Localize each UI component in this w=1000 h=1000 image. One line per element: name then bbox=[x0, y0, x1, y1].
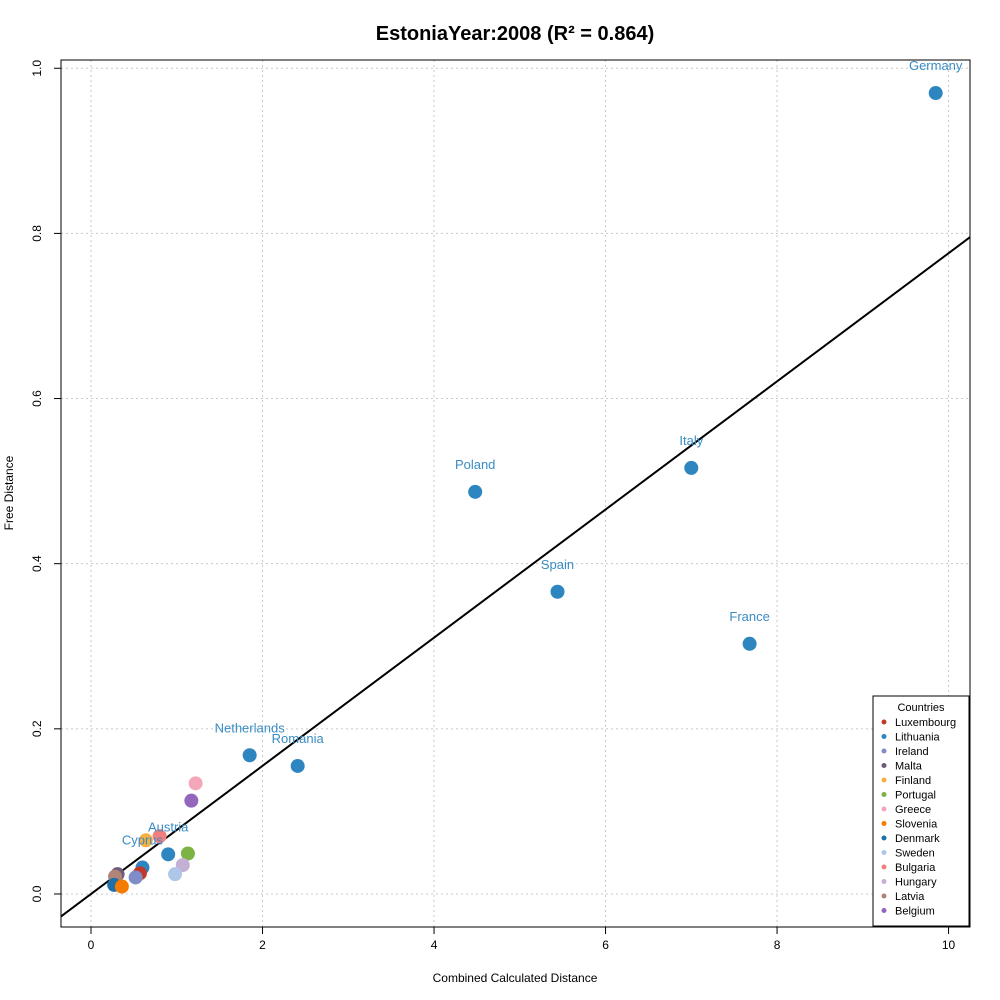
x-axis-label: Combined Calculated Distance bbox=[433, 971, 598, 985]
point-label: Netherlands bbox=[215, 720, 286, 735]
legend-marker bbox=[881, 879, 887, 884]
legend-marker bbox=[881, 864, 887, 870]
legend-marker bbox=[881, 893, 887, 899]
data-point bbox=[152, 829, 167, 844]
y-tick-label: 0.0 bbox=[30, 885, 44, 902]
data-points bbox=[107, 86, 943, 894]
point-label: Austria bbox=[148, 819, 189, 834]
legend-box bbox=[872, 695, 970, 927]
point-label: Spain bbox=[541, 557, 574, 572]
data-point bbox=[928, 86, 943, 101]
data-point bbox=[742, 636, 757, 651]
plot-frame bbox=[60, 59, 971, 928]
data-point bbox=[550, 584, 565, 599]
legend-entry-label: Malta bbox=[895, 761, 923, 773]
data-point bbox=[468, 484, 483, 499]
point-label: Poland bbox=[455, 457, 495, 472]
y-tick-label: 1.0 bbox=[30, 60, 44, 77]
y-tick-label: 0.8 bbox=[30, 225, 44, 242]
data-point bbox=[138, 833, 153, 848]
legend-entry-label: Finland bbox=[895, 775, 931, 787]
x-tick-label: 6 bbox=[602, 938, 609, 952]
y-tick-label: 0.4 bbox=[30, 555, 44, 572]
regression-line-group bbox=[60, 236, 971, 918]
legend-title: Countries bbox=[897, 702, 945, 714]
legend-entry-label: Latvia bbox=[895, 891, 925, 903]
point-label: France bbox=[729, 609, 769, 624]
point-labels: Germany Italy Poland Spain France Netherlands… bbox=[122, 58, 963, 848]
x-tick-label: 8 bbox=[774, 938, 781, 952]
y-axis-label: Free Distance bbox=[2, 455, 16, 530]
legend-entry-label: Greece bbox=[895, 804, 931, 816]
legend-entry-label: Denmark bbox=[895, 833, 940, 845]
legend-marker bbox=[881, 806, 887, 812]
data-point bbox=[242, 748, 257, 763]
legend-entries: Luxembourg Lithuania Ireland Malta Finland Po… bbox=[881, 717, 956, 918]
legend-entry-label: Belgium bbox=[895, 906, 935, 918]
point-label: Germany bbox=[909, 58, 963, 73]
x-tick-label: 4 bbox=[431, 938, 438, 952]
legend-marker bbox=[881, 748, 887, 754]
y-tick-label: 0.6 bbox=[30, 390, 44, 407]
point-label: Romania bbox=[272, 731, 325, 746]
legend-entry-label: Bulgaria bbox=[895, 862, 936, 874]
legend-marker bbox=[881, 719, 887, 725]
data-point bbox=[168, 867, 183, 882]
legend-marker bbox=[881, 821, 887, 826]
legend-entry-label: Luxembourg bbox=[895, 717, 956, 729]
legend-marker bbox=[881, 734, 887, 739]
legend-marker bbox=[881, 850, 887, 855]
data-point bbox=[161, 847, 176, 862]
data-point bbox=[114, 879, 129, 894]
legend-marker bbox=[881, 835, 887, 841]
y-tick-label: 0.2 bbox=[30, 720, 44, 737]
x-tick-label: 0 bbox=[88, 938, 95, 952]
legend-entry-label: Lithuania bbox=[895, 732, 941, 744]
legend-marker bbox=[881, 763, 887, 768]
legend-entry-label: Ireland bbox=[895, 746, 929, 758]
legend-marker bbox=[881, 792, 887, 797]
legend-marker bbox=[881, 908, 887, 913]
x-tick-label: 10 bbox=[942, 938, 956, 952]
data-point bbox=[684, 460, 699, 475]
legend: Countries Luxembourg Lithuania Ireland Malt… bbox=[872, 695, 970, 927]
data-point bbox=[128, 870, 143, 885]
x-tick-label: 2 bbox=[259, 938, 266, 952]
chart-title: EstoniaYear:2008 (R² = 0.864) bbox=[376, 23, 654, 45]
data-point bbox=[180, 846, 195, 861]
grid-lines bbox=[61, 60, 970, 927]
data-point bbox=[188, 776, 203, 791]
legend-marker bbox=[881, 777, 887, 783]
legend-entry-label: Slovenia bbox=[895, 819, 938, 831]
regression-line bbox=[60, 236, 971, 918]
axes: 0 2 4 6 8 10 0.0 0.2 0.4 0.6 0.8 1.0 bbox=[30, 60, 956, 952]
legend-entry-label: Sweden bbox=[895, 848, 935, 860]
point-label: Italy bbox=[679, 433, 703, 448]
data-point bbox=[290, 758, 305, 773]
point-label: Cyprus bbox=[122, 833, 164, 848]
legend-entry-label: Hungary bbox=[895, 877, 937, 889]
data-point bbox=[184, 793, 199, 808]
legend-entry-label: Portugal bbox=[895, 790, 936, 802]
